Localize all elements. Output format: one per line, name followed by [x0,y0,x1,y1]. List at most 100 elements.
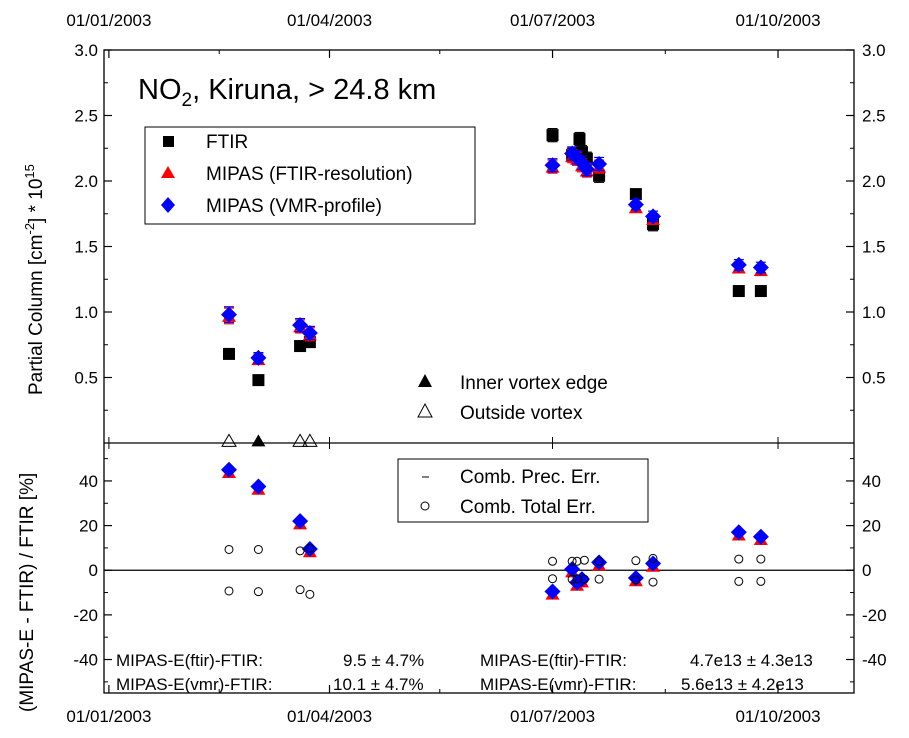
error-legend: Comb. Prec. Err. Comb. Total Err. [397,458,649,523]
comb-total-err-point [579,555,589,565]
comb-total-err-point [305,589,315,599]
legend-outside-vortex-label: Outside vortex [460,403,583,424]
stat-left-1-value: 9.5 ± 4.7% [343,651,424,670]
mipas-vmr-profile-point [645,208,662,225]
y-tick-label-left: 0 [89,561,98,580]
main-legend: FTIR MIPAS (FTIR-resolution) MIPAS (VMR-… [144,126,476,225]
comb-total-err-point [253,544,263,554]
y-tick-label-left: 40 [79,472,98,491]
ftir-point [573,133,586,146]
y-tick-label-left: 20 [79,517,98,536]
mipas-vmr-profile-point [627,196,644,213]
y-tick-label-right: -20 [862,606,887,625]
legend-box [144,126,476,225]
vortex-legend-box [398,367,658,427]
legend-ftir-marker [163,136,174,147]
y-tick-label-left: 2.5 [74,107,98,126]
legend-ftir-label: FTIR [206,132,248,153]
comb-total-err-point [648,553,658,563]
mipas-vmr-profile-point [250,478,267,495]
legend-mipas-ftir-marker [161,166,175,178]
ylabel-superscript: -2 [22,223,37,235]
comb-total-err-point [648,577,658,587]
ylabel-part: ] * 10 [26,179,47,223]
stat-right-2-value: 5.6e13 ± 4.2e13 [681,675,804,694]
comb-total-err-point [631,556,641,566]
comb-total-err-point [548,556,558,566]
y-tick-label-left: -40 [73,651,98,670]
mipas-vmr-profile-point [591,155,608,172]
stat-left-2-label: MIPAS-E(vmr)-FTIR: [116,675,272,694]
y-tick-label-left: 0.5 [74,369,98,388]
ftir-point [252,374,265,387]
ftir-point [629,188,642,201]
comb-total-err-point [734,576,744,586]
mipas-vmr-profile-point [301,541,318,558]
mipas-vmr-profile-point [221,461,237,478]
legend-total-err-marker [420,501,430,511]
mipas-vmr-profile-point [544,157,561,174]
comb-total-err-point [224,544,234,554]
y-tick-label-right: 3.0 [862,41,886,60]
mipas-vmr-profile-point [730,524,747,541]
comb-total-err-point [567,556,577,566]
mipas-vmr-profile-point [221,306,237,323]
y-tick-label-right: 2.5 [862,107,886,126]
inner-vortex-edge-point [251,434,266,447]
comb-total-err-point [756,576,766,586]
mipas-vmr-profile-point [544,583,561,600]
comb-total-err-point [572,556,582,566]
legend-prec-err-label: Comb. Prec. Err. [460,467,600,488]
mipas-vmr-profile-point [752,259,769,276]
ftir-point [754,285,767,298]
bottom-y-axis-label: (MIPAS-E - FTIR) / FTIR [%] [17,473,38,712]
comb-total-err-point [594,556,604,566]
outside-vortex-point [302,433,318,447]
plot-border [103,49,855,694]
title-part: NO [138,74,182,106]
mipas-vmr-profile-point [752,528,769,545]
stat-left-2-value: 10.1 ± 4.7% [333,675,424,694]
mipas-vmr-profile-point [250,349,267,366]
comb-total-err-point [295,546,305,556]
legend-outside-vortex-marker [417,402,433,418]
mipas-vmr-profile-point [292,317,309,334]
mipas-vmr-profile-point [645,555,662,572]
top-y-axis-label: Partial Column [cm-2] * 1015 [22,164,47,395]
stats-right-bg [478,647,851,691]
mipas-vmr-profile-point [730,256,747,273]
comb-total-err-point [594,574,604,584]
comb-total-err-point [579,574,589,584]
stat-right-2-label: MIPAS-E(vmr)-FTIR: [480,675,636,694]
x-tick-label-top: 01/10/2003 [735,11,820,30]
mipas-vmr-profile-point [591,554,608,571]
outside-vortex-point [221,433,237,447]
stats-left-bg [114,647,454,691]
ftir-point [223,347,235,360]
x-tick-label-bottom: 01/01/2003 [66,707,151,726]
chart-marks: 0.5 0.5 1.0 1.0 1.5 1.5 2.0 2.0 2.5 2.5 3.0 3.0 -40 -… [66,11,886,726]
y-tick-label-right: 40 [862,472,881,491]
comb-total-err-point [756,554,766,564]
comb-total-err-point [734,554,744,564]
ylabel-superscript: 15 [22,164,37,178]
ylabel-part: Partial Column [cm [26,235,47,396]
comb-total-err-point [572,574,582,584]
stat-left-1-label: MIPAS-E(ftir)-FTIR: [116,651,263,670]
mipas-vmr-profile-point [292,513,309,530]
statistics-annotations: MIPAS-E(ftir)-FTIR: 9.5 ± 4.7% MIPAS-E(v… [114,647,851,694]
comb-total-err-point [548,574,558,584]
y-tick-label-right: 0.5 [862,369,886,388]
ftir-point [294,340,307,353]
x-tick-label-top: 01/01/2003 [66,11,151,30]
chart-title: NO2, Kiruna, > 24.8 km [138,74,436,111]
stat-right-1-value: 4.7e13 ± 4.3e13 [690,651,813,670]
legend-mipas-vmr-label: MIPAS (VMR-profile) [206,196,382,217]
title-subscript: 2 [182,90,193,111]
x-tick-label-bottom: 01/04/2003 [287,707,372,726]
y-tick-label-left: 1.5 [74,238,98,257]
comb-total-err-point [224,586,234,596]
outside-vortex-point [292,433,308,447]
legend-total-err-label: Comb. Total Err. [460,497,596,518]
y-tick-label-left: 3.0 [74,41,98,60]
